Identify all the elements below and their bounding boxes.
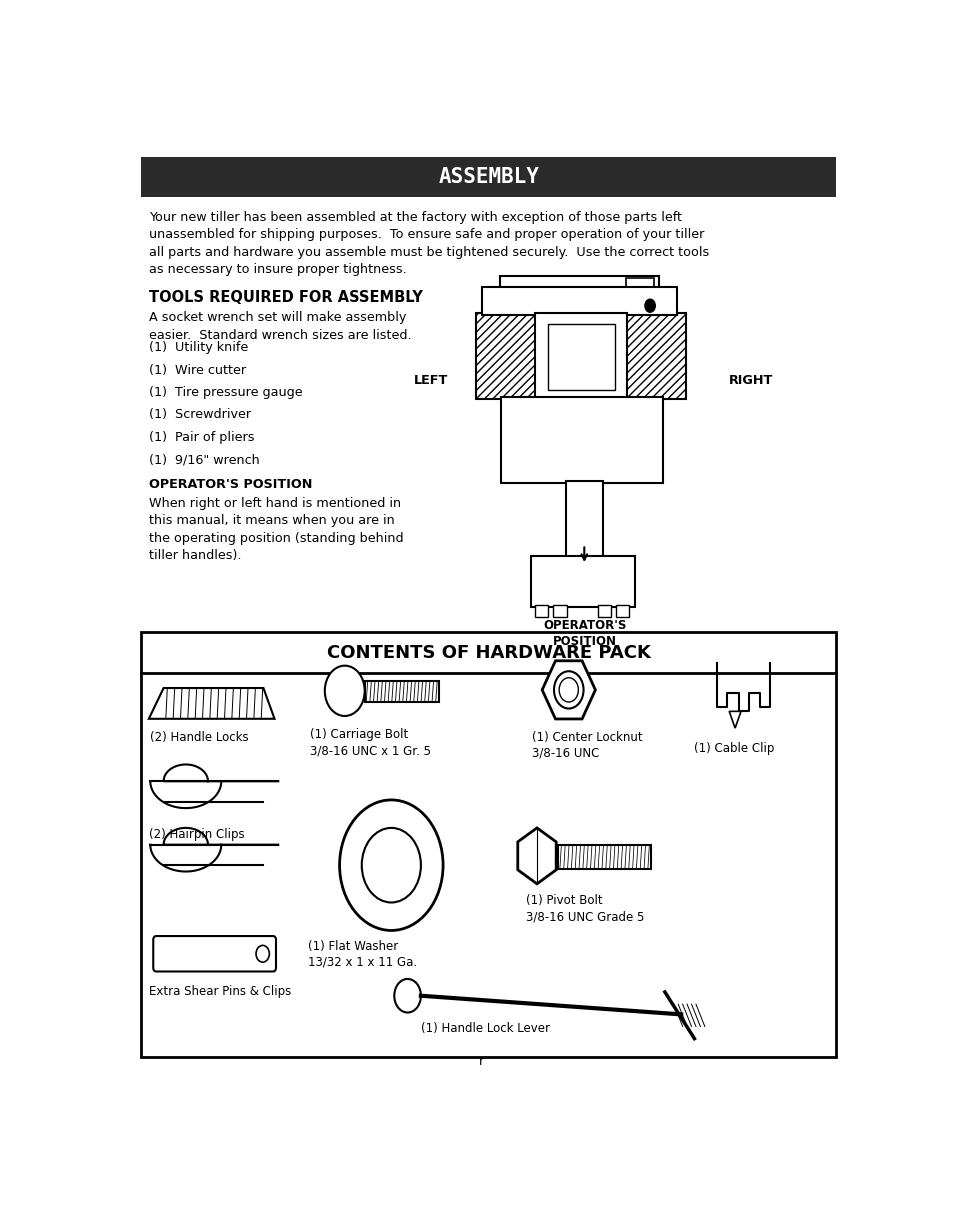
- Text: RIGHT: RIGHT: [728, 374, 773, 386]
- Text: TOOLS REQUIRED FOR ASSEMBLY: TOOLS REQUIRED FOR ASSEMBLY: [149, 289, 422, 305]
- Text: (1) Pivot Bolt
3/8-16 UNC Grade 5: (1) Pivot Bolt 3/8-16 UNC Grade 5: [525, 894, 643, 923]
- FancyBboxPatch shape: [364, 682, 438, 702]
- FancyBboxPatch shape: [535, 314, 626, 398]
- Text: LEFT: LEFT: [414, 374, 448, 386]
- Text: ASSEMBLY: ASSEMBLY: [438, 167, 538, 186]
- Text: (1)  Wire cutter: (1) Wire cutter: [149, 363, 246, 377]
- Text: (1)  Pair of pliers: (1) Pair of pliers: [149, 431, 254, 443]
- Text: When right or left hand is mentioned in
this manual, it means when you are in
th: When right or left hand is mentioned in …: [149, 497, 403, 562]
- FancyBboxPatch shape: [501, 397, 662, 483]
- FancyBboxPatch shape: [625, 314, 685, 398]
- FancyBboxPatch shape: [476, 314, 536, 398]
- Text: r: r: [478, 1056, 483, 1068]
- Circle shape: [394, 978, 420, 1012]
- Polygon shape: [517, 828, 556, 884]
- FancyBboxPatch shape: [481, 287, 677, 315]
- Text: OPERATOR'S POSITION: OPERATOR'S POSITION: [149, 478, 312, 492]
- Circle shape: [644, 299, 655, 312]
- Text: (1) Center Locknut
3/8-16 UNC: (1) Center Locknut 3/8-16 UNC: [531, 731, 641, 761]
- Text: (2) Hairpin Clips: (2) Hairpin Clips: [149, 828, 244, 840]
- Circle shape: [558, 678, 578, 702]
- Text: CONTENTS OF HARDWARE PACK: CONTENTS OF HARDWARE PACK: [327, 643, 650, 661]
- Polygon shape: [728, 711, 740, 728]
- Circle shape: [255, 946, 269, 963]
- Text: (1)  9/16" wrench: (1) 9/16" wrench: [149, 453, 259, 466]
- Text: (1)  Utility knife: (1) Utility knife: [149, 342, 248, 354]
- Text: A socket wrench set will make assembly
easier.  Standard wrench sizes are listed: A socket wrench set will make assembly e…: [149, 311, 411, 342]
- Text: OPERATOR'S
POSITION: OPERATOR'S POSITION: [543, 619, 626, 648]
- FancyBboxPatch shape: [558, 845, 650, 869]
- FancyBboxPatch shape: [531, 556, 634, 607]
- Text: (1) Cable Clip: (1) Cable Clip: [694, 742, 774, 756]
- Text: FRONT: FRONT: [564, 276, 613, 289]
- Circle shape: [339, 800, 442, 930]
- Text: (2) Handle Locks: (2) Handle Locks: [151, 731, 249, 744]
- FancyBboxPatch shape: [499, 276, 659, 288]
- Text: (1) Carriage Bolt
3/8-16 UNC x 1 Gr. 5: (1) Carriage Bolt 3/8-16 UNC x 1 Gr. 5: [310, 728, 431, 757]
- Text: Extra Shear Pins & Clips: Extra Shear Pins & Clips: [149, 985, 291, 998]
- Circle shape: [361, 828, 420, 902]
- Text: (1)  Tire pressure gauge: (1) Tire pressure gauge: [149, 386, 302, 398]
- Text: (1) Handle Lock Lever: (1) Handle Lock Lever: [420, 1022, 549, 1035]
- Text: Your new tiller has been assembled at the factory with exception of those parts : Your new tiller has been assembled at th…: [149, 211, 708, 276]
- Polygon shape: [149, 688, 274, 719]
- FancyBboxPatch shape: [141, 632, 836, 1057]
- FancyBboxPatch shape: [535, 606, 547, 618]
- FancyBboxPatch shape: [553, 606, 566, 618]
- FancyBboxPatch shape: [625, 277, 653, 304]
- Circle shape: [554, 671, 583, 708]
- Circle shape: [324, 666, 364, 716]
- FancyBboxPatch shape: [616, 606, 629, 618]
- Text: (1)  Screwdriver: (1) Screwdriver: [149, 408, 251, 421]
- Polygon shape: [541, 661, 595, 719]
- FancyBboxPatch shape: [141, 157, 836, 196]
- FancyBboxPatch shape: [547, 325, 614, 390]
- FancyBboxPatch shape: [153, 936, 275, 971]
- FancyBboxPatch shape: [597, 606, 610, 618]
- Text: (1) Flat Washer
13/32 x 1 x 11 Ga.: (1) Flat Washer 13/32 x 1 x 11 Ga.: [308, 940, 416, 969]
- FancyBboxPatch shape: [565, 481, 602, 557]
